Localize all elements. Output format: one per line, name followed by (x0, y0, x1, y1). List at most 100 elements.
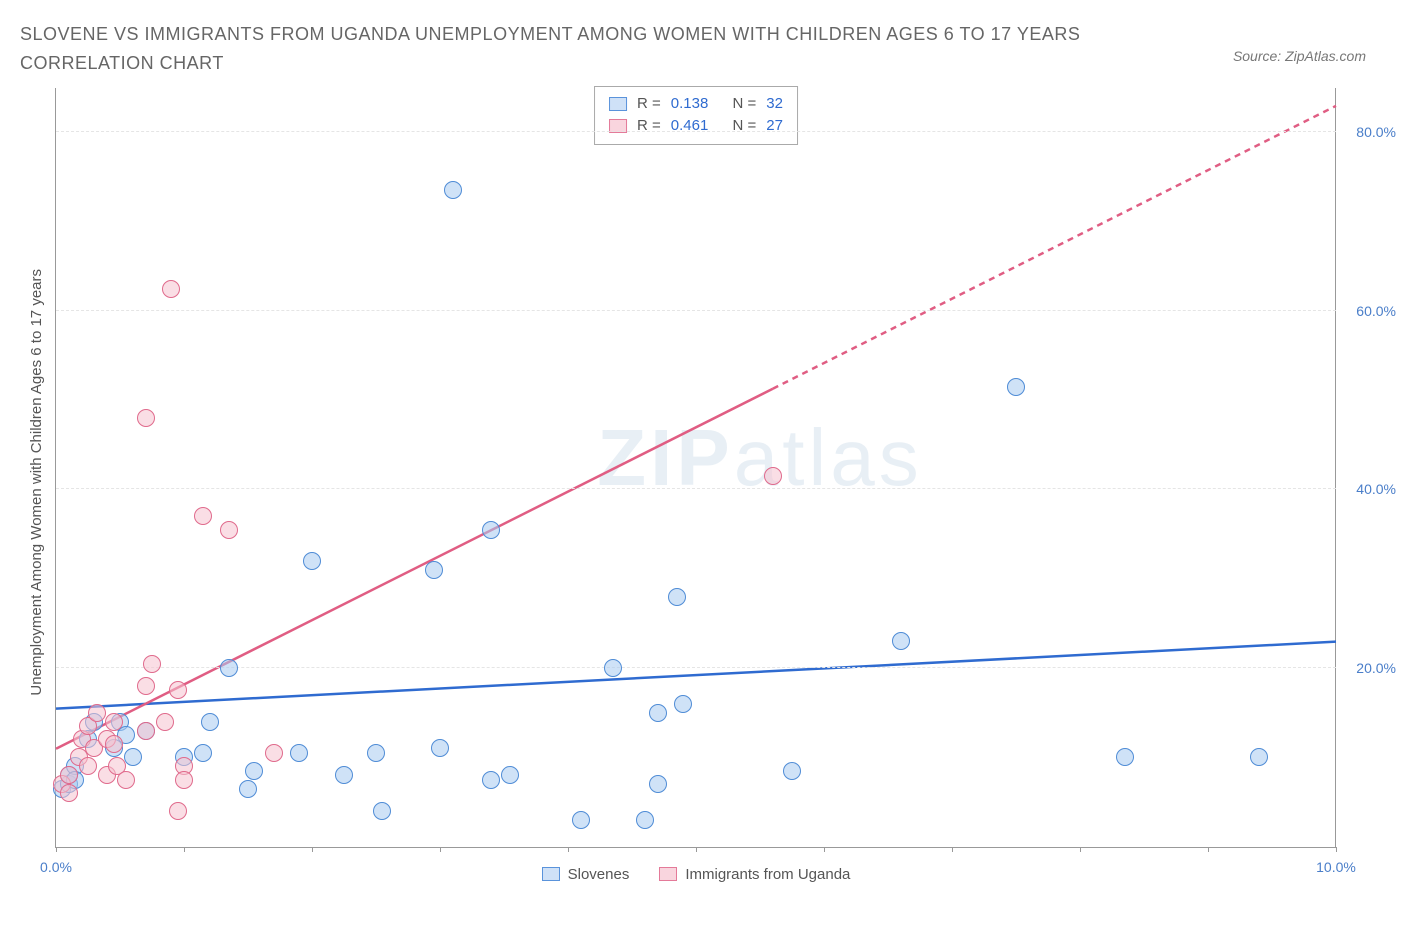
scatter-point (60, 784, 78, 802)
scatter-point (156, 713, 174, 731)
scatter-point (367, 744, 385, 762)
scatter-point (105, 735, 123, 753)
y-axis-label: Unemployment Among Women with Children A… (20, 269, 45, 696)
x-tick (1336, 847, 1337, 852)
stats-n-value-0: 32 (766, 93, 783, 116)
scatter-point (572, 811, 590, 829)
trend-line (773, 105, 1336, 388)
legend-swatch-0 (542, 867, 560, 881)
scatter-point (220, 521, 238, 539)
stats-r-value-0: 0.138 (671, 93, 709, 116)
stats-row-1: R = 0.461 N = 27 (609, 115, 783, 138)
scatter-point (194, 744, 212, 762)
x-tick (696, 847, 697, 852)
x-tick (1208, 847, 1209, 852)
scatter-point (175, 771, 193, 789)
stats-r-value-1: 0.461 (671, 115, 709, 138)
scatter-point (290, 744, 308, 762)
x-tick (824, 847, 825, 852)
scatter-point (1116, 748, 1134, 766)
stats-row-0: R = 0.138 N = 32 (609, 93, 783, 116)
scatter-point (239, 780, 257, 798)
scatter-point (245, 762, 263, 780)
scatter-point (668, 588, 686, 606)
x-tick-label: 0.0% (40, 859, 72, 875)
x-tick (440, 847, 441, 852)
source-attribution: Source: ZipAtlas.com (1233, 20, 1366, 64)
scatter-point (137, 677, 155, 695)
stats-r-label-0: R = (637, 93, 661, 116)
stats-r-label-1: R = (637, 115, 661, 138)
scatter-point (482, 771, 500, 789)
scatter-point (335, 766, 353, 784)
scatter-point (482, 521, 500, 539)
scatter-point (105, 713, 123, 731)
grid-line (56, 310, 1336, 311)
grid-line (56, 131, 1336, 132)
stats-swatch-0 (609, 97, 627, 111)
scatter-point (425, 561, 443, 579)
scatter-point (636, 811, 654, 829)
scatter-point (169, 681, 187, 699)
plot-area: ZIPatlas R = 0.138 N = 32 R = 0.461 (55, 88, 1336, 848)
legend-item-1: Immigrants from Uganda (659, 866, 850, 883)
scatter-point (892, 632, 910, 650)
y-tick-label: 40.0% (1356, 481, 1396, 497)
y-tick-label: 80.0% (1356, 124, 1396, 140)
scatter-point (444, 181, 462, 199)
scatter-point (1250, 748, 1268, 766)
stats-box: R = 0.138 N = 32 R = 0.461 N = 27 (594, 86, 798, 145)
scatter-point (265, 744, 283, 762)
scatter-point (220, 659, 238, 677)
legend-bottom: Slovenes Immigrants from Uganda (56, 866, 1336, 883)
x-tick (1080, 847, 1081, 852)
legend-label-0: Slovenes (568, 866, 630, 883)
y-tick-label: 20.0% (1356, 660, 1396, 676)
legend-item-0: Slovenes (542, 866, 630, 883)
stats-n-label-1: N = (733, 115, 757, 138)
chart-title: SLOVENE VS IMMIGRANTS FROM UGANDA UNEMPL… (20, 20, 1120, 78)
scatter-point (764, 467, 782, 485)
chart-container: SLOVENE VS IMMIGRANTS FROM UGANDA UNEMPL… (0, 0, 1406, 930)
scatter-point (501, 766, 519, 784)
scatter-point (162, 280, 180, 298)
scatter-point (604, 659, 622, 677)
scatter-point (88, 704, 106, 722)
grid-line (56, 488, 1336, 489)
trend-line (56, 388, 773, 748)
scatter-point (194, 507, 212, 525)
x-tick-label: 10.0% (1316, 859, 1356, 875)
watermark: ZIPatlas (597, 412, 922, 504)
legend-label-1: Immigrants from Uganda (685, 866, 850, 883)
x-tick (184, 847, 185, 852)
scatter-point (169, 802, 187, 820)
scatter-point (137, 722, 155, 740)
trend-line (56, 641, 1336, 708)
legend-swatch-1 (659, 867, 677, 881)
x-tick (568, 847, 569, 852)
scatter-point (201, 713, 219, 731)
scatter-point (431, 739, 449, 757)
plot-wrap: Unemployment Among Women with Children A… (20, 78, 1366, 888)
y-tick-label: 60.0% (1356, 303, 1396, 319)
scatter-point (373, 802, 391, 820)
x-tick (312, 847, 313, 852)
scatter-point (783, 762, 801, 780)
x-tick (56, 847, 57, 852)
right-axis-line (1335, 88, 1336, 847)
scatter-point (137, 409, 155, 427)
header-row: SLOVENE VS IMMIGRANTS FROM UGANDA UNEMPL… (20, 20, 1366, 78)
scatter-point (303, 552, 321, 570)
x-tick (952, 847, 953, 852)
scatter-point (143, 655, 161, 673)
scatter-point (124, 748, 142, 766)
scatter-point (1007, 378, 1025, 396)
scatter-point (79, 757, 97, 775)
grid-line (56, 667, 1336, 668)
stats-n-label-0: N = (733, 93, 757, 116)
scatter-point (674, 695, 692, 713)
scatter-point (117, 771, 135, 789)
scatter-point (649, 704, 667, 722)
scatter-point (649, 775, 667, 793)
stats-n-value-1: 27 (766, 115, 783, 138)
